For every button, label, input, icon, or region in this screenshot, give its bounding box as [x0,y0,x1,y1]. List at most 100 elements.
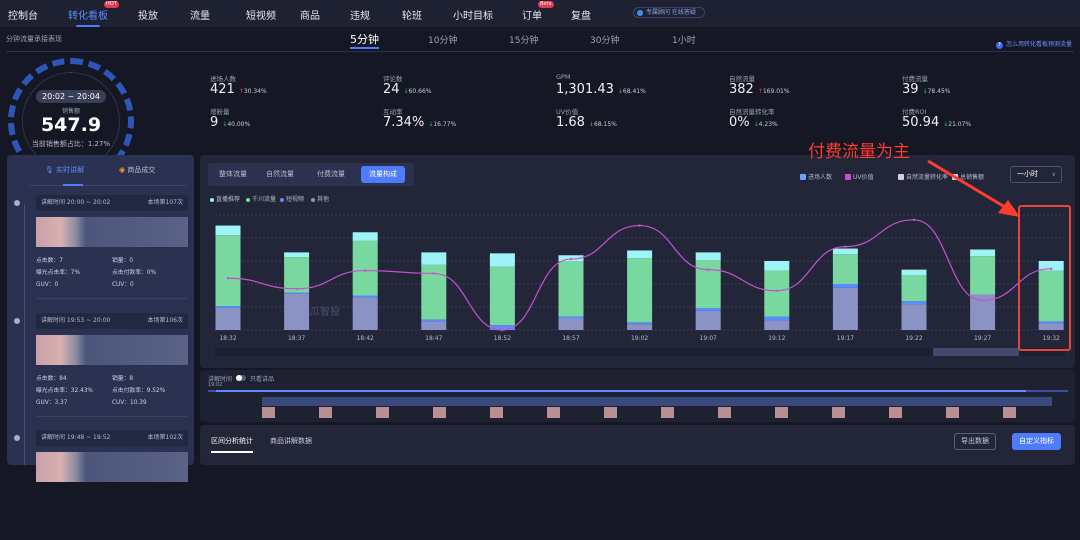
metric-legend-item[interactable]: UV价值 [845,172,874,181]
granularity-tab[interactable]: 15分钟 [509,36,539,46]
granularity-tab[interactable]: 5分钟 [350,33,379,49]
series-legend-item[interactable]: 千川流量 [246,194,276,203]
metric-ctr: 曝光点击率：7% [36,270,80,276]
nav-item[interactable]: 投放 [138,7,158,22]
stat-change: ↓68.15% [589,121,617,128]
tab-interval-stats[interactable]: 区间分析统计 [211,436,253,453]
bar-segment-1 [421,319,447,322]
bar-segment-1 [764,316,790,321]
chart-tab[interactable]: 付费流量 [317,170,345,178]
bar-segment-1 [284,292,310,294]
nav-label: 违规 [350,11,370,22]
chart-tab[interactable]: 流量构成 [361,166,405,183]
series-legend-item[interactable]: 其他 [311,194,329,203]
series-legend-item[interactable]: 直播推荐 [210,194,240,203]
nav-item[interactable]: 小时目标 [453,7,493,22]
stat-change-value: 21.07% [948,121,972,128]
granularity-tab[interactable]: 1小时 [672,36,696,46]
granularity-tab[interactable]: 10分钟 [428,36,458,46]
explain-count: 本场第102次 [147,434,183,441]
stat-change-value: 30.34% [243,88,267,95]
series-legend-item[interactable]: 短视频 [280,194,304,203]
nav-label: 流量 [190,11,210,22]
chart-panel: 飞瓜智投 18:32 18:37 18:42 18:47 18:52 18:57 19:02 1… [200,155,1075,368]
product-thumbnail [604,407,617,418]
line-point [569,257,573,261]
chart-tab[interactable]: 自然流量 [266,170,294,178]
nav-item[interactable]: 轮班 [402,7,422,22]
legend-label: 自然流量转化率 [906,174,949,181]
timeline-start: 19:02 [208,382,223,388]
stat-label: 增粉量 [210,108,230,116]
nav-item[interactable]: 流量 [190,7,210,22]
bar-segment-2 [901,275,927,302]
product-thumbnail [433,407,446,418]
timeline-label: 讲解时间 [208,376,233,383]
stat-change-value: 16.77% [433,121,457,128]
bar-segment-2 [764,270,790,317]
granularity-tab[interactable]: 30分钟 [590,36,620,46]
explain-time: 讲解时间 19:53 ~ 20:00 [41,317,111,324]
bar-segment-0 [1038,323,1064,330]
range-select[interactable]: 一小时 [1010,166,1062,183]
bar-segment-0 [627,324,653,330]
explain-card[interactable]: 讲解时间 19:48 ~ 19:52 本场第102次 [14,430,192,540]
tab-live-explain[interactable]: 🎙 实时讲解 [45,165,84,175]
stat-value-row: 7.34% ↓16.77% [383,115,456,130]
annotation-highlight-box [1018,205,1071,351]
bar-segment-3 [489,253,515,267]
legend-label: 总销售额 [960,174,985,181]
nav-item[interactable]: 违规 [350,7,370,22]
tab-product-explain[interactable]: 商品讲解数据 [270,437,312,445]
bar-segment-0 [901,304,927,330]
nav-item[interactable]: 控制台 [8,7,38,22]
product-thumbnail [661,407,674,418]
stat-label: 付费流量 [902,75,928,83]
x-tick-label: 19:32 [1043,335,1060,342]
nav-tag-badge: Beta [538,1,554,8]
product-thumbnail [775,407,788,418]
stat-value: 24 [383,82,400,97]
stat-label: 自然流量 [729,75,755,83]
explain-count: 本场第107次 [147,199,183,206]
metric-guv: GUV：3.37 [36,400,68,406]
custom-metrics-button[interactable]: 自定义指标 [1012,433,1061,450]
toggle-switch[interactable] [236,375,246,381]
sales-value: 547.9 [40,114,102,136]
bar-segment-2 [627,258,653,323]
stat-value-row: 9 ↓40.00% [210,115,250,130]
nav-item[interactable]: 短视频 [246,7,276,22]
nav-item[interactable]: 转化看板 HOT [68,1,119,27]
explain-header: 讲解时间 19:53 ~ 20:00 本场第106次 [36,313,188,329]
legend-label: UV价值 [853,174,874,181]
explain-card[interactable]: 讲解时间 19:53 ~ 20:00 本场第106次 点击数：84 销量：8 曝光点击率… [14,313,192,423]
stat-value-row: 39 ↓78.45% [902,82,950,97]
legend-label: 千川流量 [252,196,277,203]
bar-segment-3 [215,225,241,236]
sales-label: 销售额 [61,108,80,115]
help-link[interactable]: 怎么用转化看板预测流量 [996,39,1072,49]
metric-legend-item[interactable]: 自然流量转化率 [898,172,948,181]
nav-label: 控制台 [8,11,38,22]
stat-value-row: 24 ↓60.66% [383,82,431,97]
stat-label: 进场人数 [210,75,236,83]
bar-segment-2 [1038,270,1064,322]
chart-tab[interactable]: 整体流量 [219,170,247,178]
arrow-down-icon: ↓ [922,88,928,95]
metric-legend-item[interactable]: 进场人数 [800,172,832,181]
tab-product-deals[interactable]: ◉ 商品成交 [119,165,155,175]
advisor-badge[interactable]: 专属顾问 在线答疑 [633,7,705,18]
nav-item[interactable]: 订单 Beta [522,1,554,22]
tab-label: 实时讲解 [56,166,85,174]
nav-item[interactable]: 商品 [300,7,320,22]
nav-item[interactable]: 复盘 [571,7,591,22]
divider [36,298,188,299]
legend-label: 短视频 [286,196,305,203]
divider [29,185,187,186]
stat-label: 付费ROI [902,108,927,116]
stat-value-row: 382 ↑169.01% [729,82,790,97]
timeline-track[interactable] [208,390,1068,392]
explain-card[interactable]: 讲解时间 20:00 ~ 20:02 本场第107次 点击数：7 销量：0 曝光点击率：… [14,195,192,305]
metric-cvr: 点击付款率：0% [112,270,156,276]
export-button[interactable]: 导出数据 [954,433,996,450]
